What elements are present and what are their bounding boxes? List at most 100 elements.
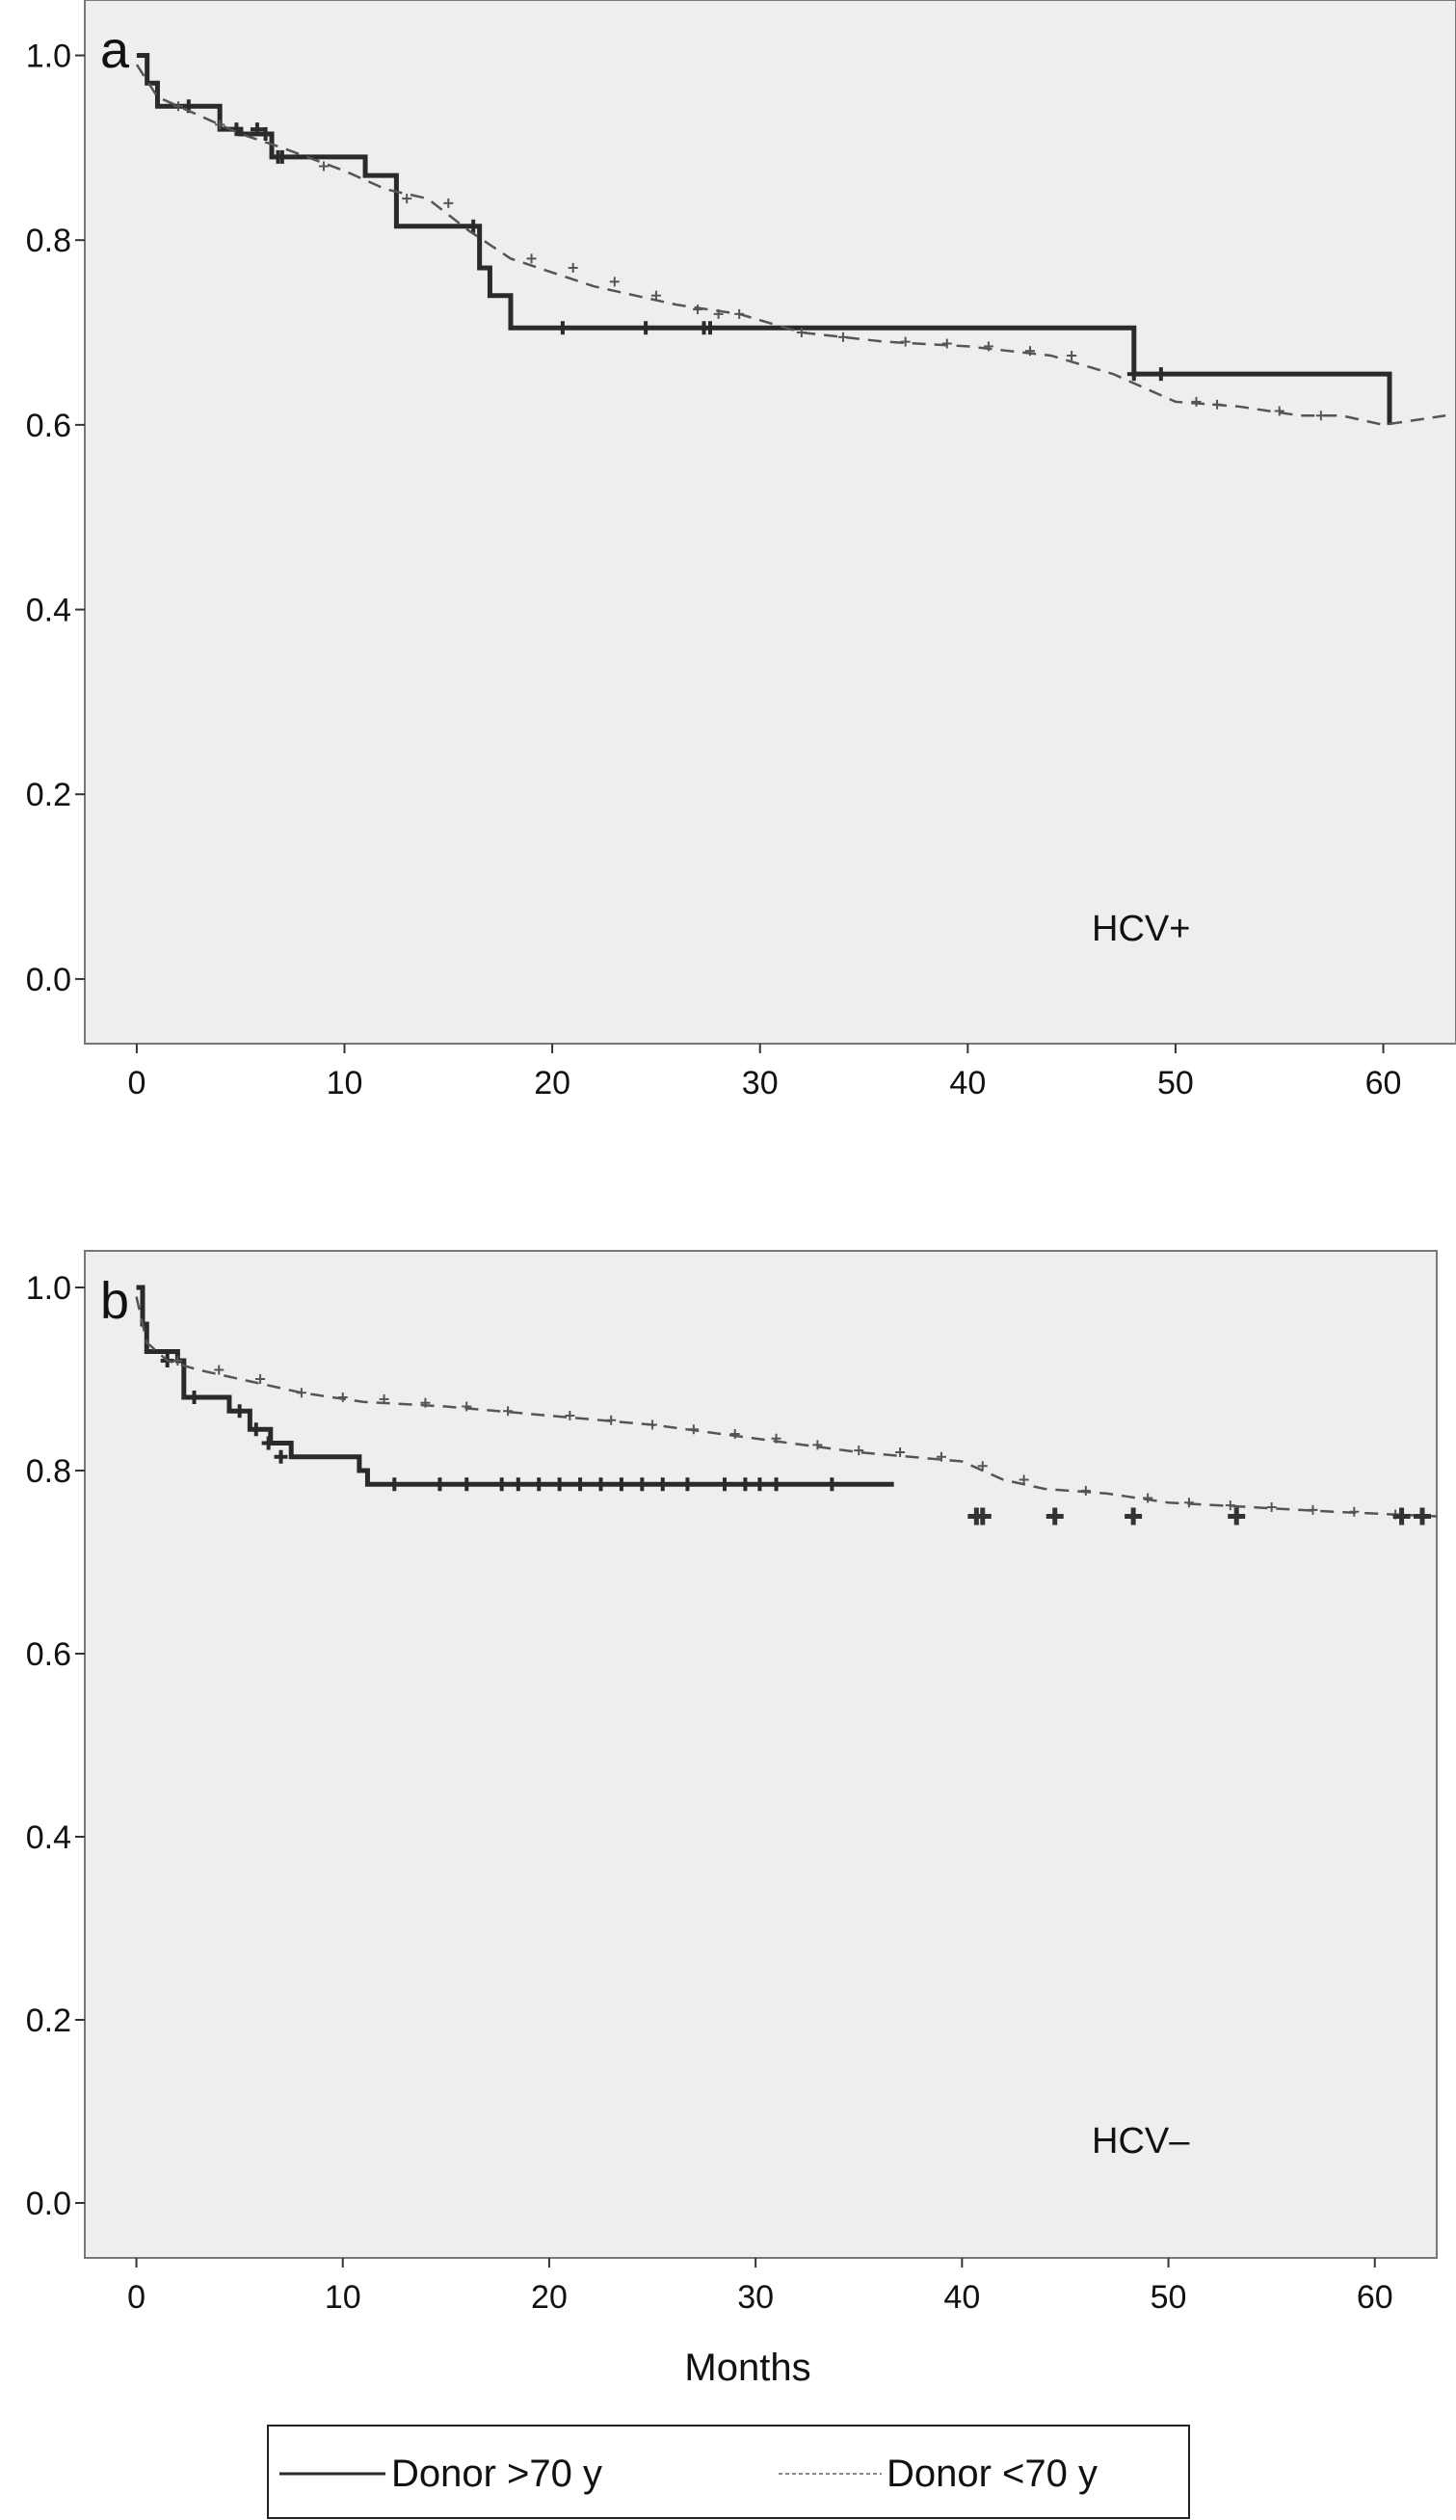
legend: Donor >70 y Donor <70 y xyxy=(267,2425,1190,2519)
panel-b-hcv-label: HCV– xyxy=(1092,2121,1190,2162)
panel-a-x-tick-label: 60 xyxy=(1365,1065,1402,1101)
panel-b-x-tick-label: 40 xyxy=(943,2279,980,2316)
panel-b-censor-mark-over-70 xyxy=(261,1436,276,1450)
panel-b-censor-mark-under-70 xyxy=(1019,1474,1029,1485)
panel-b-x-tick-label: 60 xyxy=(1357,2279,1393,2316)
panel-b-censor-mark-under-70 xyxy=(1225,1500,1235,1511)
panel-b-censor-mark-extra xyxy=(973,1507,992,1525)
panel-b-censor-mark-extra xyxy=(1125,1507,1143,1525)
panel-b-censor-mark-over-70 xyxy=(494,1477,509,1492)
panel-b-y-tick-label: 0.6 xyxy=(26,1636,71,1673)
panel-b-axes: 0.0 0.2 0.4 0.6 0.8 1.0 0 10 20 30 40 50 60 xyxy=(26,1270,1393,2316)
panel-a-censor-mark-under-70 xyxy=(837,332,848,342)
panel-b-censor-mark-under-70 xyxy=(1143,1493,1153,1503)
panel-b-y-tick-label: 0.0 xyxy=(26,2186,71,2222)
panel-b-censor-mark-under-70 xyxy=(172,1356,183,1366)
panel-a-x-tick-label: 50 xyxy=(1157,1065,1194,1101)
panel-b-censor-mark-under-70 xyxy=(936,1451,946,1462)
panel-b-censor-mark-under-70 xyxy=(1266,1502,1277,1512)
panel-b-censor-mark-under-70 xyxy=(688,1424,699,1435)
panel-a-censor-mark-over-70 xyxy=(275,149,289,164)
panel-a-x-tick-label: 20 xyxy=(534,1065,570,1101)
panel-b-censor-mark-over-70 xyxy=(433,1477,447,1492)
panel-a-censor-mark-under-70 xyxy=(1212,399,1223,410)
legend-box xyxy=(267,2425,1190,2519)
panel-b-censor-mark-over-70 xyxy=(387,1477,402,1492)
panel-b-censor-mark-under-70 xyxy=(1183,1498,1194,1508)
panel-a-censor-mark-under-70 xyxy=(983,341,993,352)
panel-a-y-tick-label: 0.8 xyxy=(26,223,71,259)
panel-a-censor-mark-under-70 xyxy=(1315,411,1326,421)
panel-b-censor-mark-over-70 xyxy=(532,1477,546,1492)
panel-b-censor-mark-extra xyxy=(1228,1507,1246,1525)
panel-a-plot-background xyxy=(84,0,1456,1045)
panel-b-y-tick-label: 0.4 xyxy=(26,1819,71,1856)
panel-b-censor-mark-under-70 xyxy=(606,1415,617,1425)
panel-b-censor-mark-under-70 xyxy=(1308,1504,1318,1515)
panel-b: b HCV– 0.0 0.2 0.4 0.6 0.8 1.0 0 10 20 30 40 50 60 M… xyxy=(26,1250,1438,2389)
panel-a-y-tick-label: 0.6 xyxy=(26,408,71,444)
panel-a-censor-mark-under-70 xyxy=(526,253,537,264)
panel-b-censor-mark-over-70 xyxy=(249,1422,263,1437)
panel-b-censor-mark-under-70 xyxy=(977,1461,988,1472)
panel-a-y-tick-label: 0.4 xyxy=(26,593,71,629)
panel-a-y-tick-label: 1.0 xyxy=(26,39,71,75)
panel-b-censor-mark-over-70 xyxy=(635,1477,649,1492)
panel-a-x-tick-label: 0 xyxy=(127,1065,146,1101)
panel-b-censor-mark-under-70 xyxy=(771,1433,781,1444)
panel-b-censor-mark-over-70 xyxy=(460,1477,474,1492)
panel-b-censor-mark-over-70 xyxy=(680,1477,695,1492)
panel-b-censor-mark-over-70 xyxy=(614,1477,628,1492)
panel-a-censor-mark-under-70 xyxy=(1274,406,1284,416)
legend-label-donor-over-70: Donor >70 y xyxy=(391,2453,602,2495)
panel-b-censor-mark-under-70 xyxy=(462,1401,472,1412)
panel-b-censor-mark-under-70 xyxy=(214,1365,225,1375)
panel-b-censor-mark-over-70 xyxy=(187,1391,201,1404)
panel-a-censor-mark-under-70 xyxy=(1191,396,1202,407)
panel-a: a HCV+ 0.0 0.2 0.4 0.6 0.8 1.0 0 10 20 30 40 50 60 xyxy=(26,0,1456,1101)
panel-b-censor-mark-under-70 xyxy=(565,1411,575,1420)
panel-a-series-donor-over-70 xyxy=(136,53,1392,425)
panel-b-letter: b xyxy=(100,1272,129,1330)
x-axis-title: Months xyxy=(684,2347,810,2389)
panel-a-x-tick-label: 30 xyxy=(742,1065,779,1101)
panel-a-censor-mark-under-70 xyxy=(1067,350,1077,360)
panel-a-censor-mark-over-70 xyxy=(702,321,717,335)
panel-a-censor-mark-under-70 xyxy=(1025,346,1036,357)
panel-a-hcv-label: HCV+ xyxy=(1092,909,1190,949)
panel-b-censor-mark-under-70 xyxy=(854,1446,864,1456)
panel-a-censor-mark-under-70 xyxy=(693,305,703,315)
panel-a-censor-mark-under-70 xyxy=(941,338,952,349)
panel-a-axes: 0.0 0.2 0.4 0.6 0.8 1.0 0 10 20 30 40 50 60 xyxy=(26,39,1402,1101)
panel-b-censor-mark-over-70 xyxy=(655,1477,670,1492)
panel-a-censor-mark-under-70 xyxy=(402,194,412,204)
panel-b-censor-mark-extra xyxy=(1392,1507,1411,1525)
panel-a-censor-mark-over-70 xyxy=(466,219,481,233)
panel-b-censor-mark-over-70 xyxy=(573,1477,588,1492)
panel-b-y-tick-label: 0.8 xyxy=(26,1453,71,1490)
panel-a-censor-mark-under-70 xyxy=(900,336,911,347)
panel-b-x-tick-label: 0 xyxy=(127,2279,146,2316)
panel-a-x-tick-label: 10 xyxy=(327,1065,363,1101)
panel-a-censor-mark-under-70 xyxy=(318,161,329,172)
panel-b-x-tick-label: 20 xyxy=(531,2279,568,2316)
panel-b-censor-mark-under-70 xyxy=(812,1440,823,1450)
panel-a-censor-mark-under-70 xyxy=(443,198,454,208)
panel-a-censor-mark-under-70 xyxy=(568,262,578,273)
panel-a-censor-mark-over-70 xyxy=(1126,367,1141,382)
panel-b-censor-mark-under-70 xyxy=(379,1393,389,1404)
panel-a-y-tick-label: 0.0 xyxy=(26,962,71,998)
panel-a-censor-mark-under-70 xyxy=(734,308,745,319)
panel-b-x-tick-label: 30 xyxy=(737,2279,774,2316)
panel-a-letter: a xyxy=(100,21,130,79)
panel-b-censor-mark-under-70 xyxy=(420,1397,431,1408)
panel-b-censor-mark-under-70 xyxy=(1349,1506,1360,1517)
panel-b-censor-mark-extra xyxy=(1414,1507,1432,1525)
panel-b-censor-mark-over-70 xyxy=(274,1449,288,1464)
panel-b-censor-mark-under-70 xyxy=(1080,1485,1091,1496)
panel-b-censor-mark-under-70 xyxy=(296,1388,306,1398)
panel-b-y-tick-label: 0.2 xyxy=(26,2003,71,2039)
panel-a-series xyxy=(135,53,1446,427)
panel-b-censor-mark-under-70 xyxy=(648,1419,658,1430)
